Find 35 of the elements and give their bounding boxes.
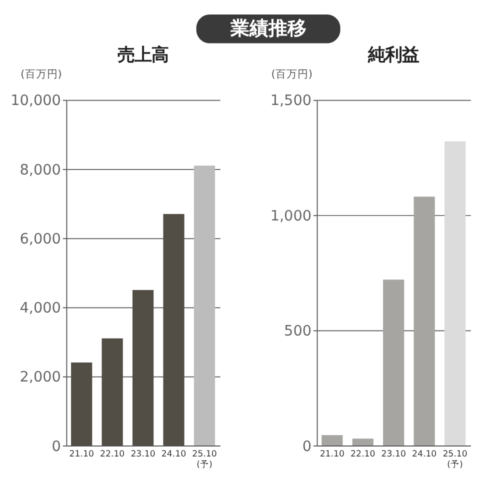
- bar: [194, 166, 216, 446]
- x-tick-label: 24.10: [412, 450, 437, 460]
- y-tick-label: 1,000: [270, 208, 312, 224]
- y-tick-label: 500: [284, 324, 312, 340]
- bar: [414, 196, 435, 446]
- bar: [132, 290, 154, 446]
- bar: [102, 338, 123, 446]
- y-axis-title: (百万円): [20, 68, 62, 80]
- chart-title: 売上高: [118, 46, 169, 66]
- x-tick-label: 22.10: [350, 450, 376, 460]
- x-tick-label: 25.10 (予): [192, 450, 217, 470]
- y-axis-title: (百万円): [271, 68, 312, 80]
- y-tick-label: 2,000: [20, 370, 61, 386]
- x-tick-label: 23.10: [381, 450, 406, 460]
- bar: [71, 362, 92, 446]
- y-tick-label: 0: [52, 438, 61, 455]
- x-tick-label: 24.10: [161, 450, 186, 460]
- x-tick-label: 21.10: [320, 450, 345, 460]
- x-tick-label: 23.10: [130, 450, 156, 460]
- bar: [444, 141, 466, 446]
- bar: [352, 438, 374, 446]
- chart-title: 純利益: [367, 46, 420, 66]
- y-tick-label: 0: [302, 438, 312, 455]
- bar: [383, 280, 404, 446]
- bar: [163, 214, 184, 446]
- y-tick-label: 6,000: [20, 231, 61, 248]
- x-tick-label: 21.10: [69, 450, 94, 460]
- y-tick-label: 8,000: [20, 162, 61, 178]
- bar: [322, 435, 343, 446]
- x-tick-label: 25.10 (予): [442, 450, 468, 470]
- y-tick-label: 10,000: [10, 93, 61, 110]
- x-tick-label: 22.10: [100, 450, 125, 460]
- y-tick-label: 1,500: [270, 93, 312, 110]
- y-tick-label: 4,000: [20, 300, 61, 317]
- text: 業績推移: [229, 16, 306, 40]
